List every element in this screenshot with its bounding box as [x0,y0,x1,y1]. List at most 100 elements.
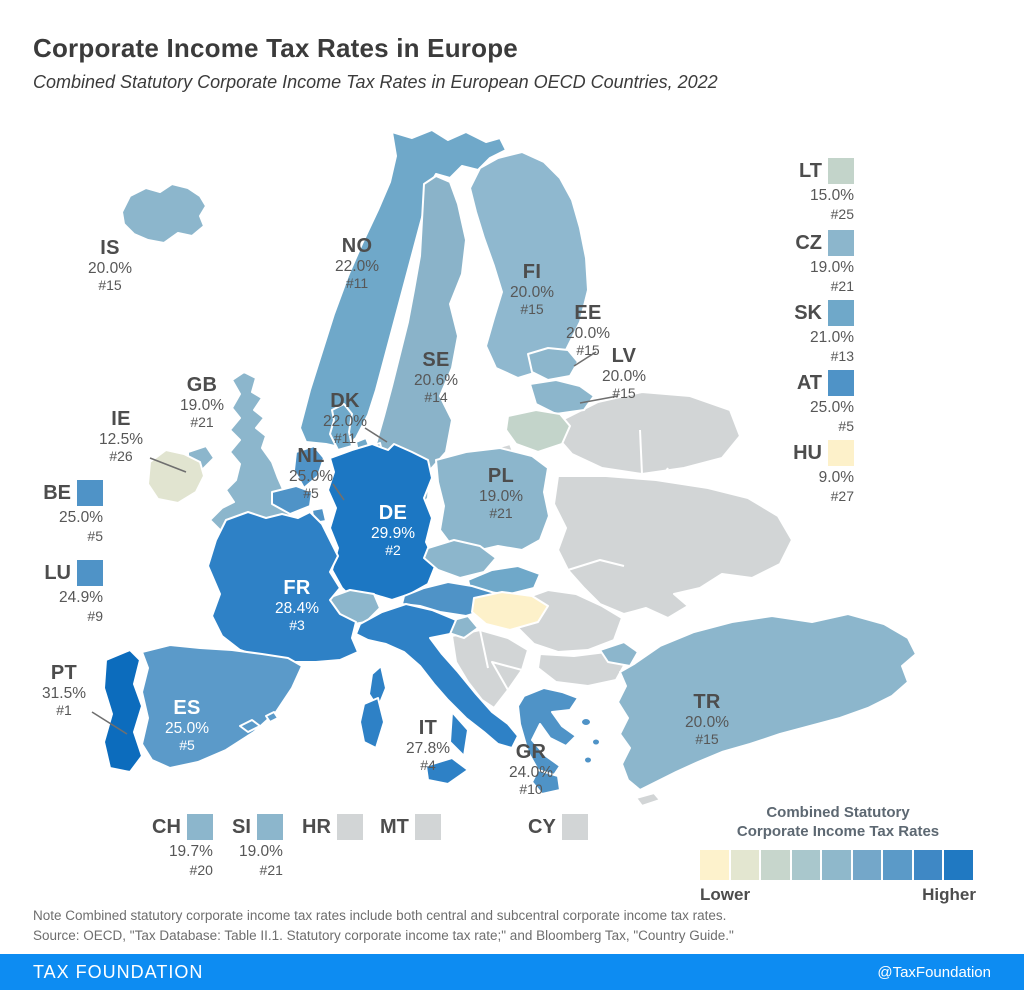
country-rank: #26 [109,448,133,465]
country-region-ukraine-grey [553,475,793,619]
country-rank: #13 [830,348,854,364]
country-code: PT [50,662,78,684]
country-rank: #15 [98,277,122,294]
country-rate: 20.0% [566,325,610,342]
country-code: SE [422,349,450,371]
country-rank: #1 [56,702,72,719]
country-rank: #15 [612,385,636,402]
country-DK [329,403,353,451]
map-label-GR: GR 24.0% #10 [509,742,553,797]
country-rate: 20.0% [88,260,132,277]
country-region-east-grey [557,391,741,475]
side-entry-AT: AT 25.0% #5 [787,370,854,434]
country-code: DK [330,390,360,412]
color-swatch [256,814,283,840]
country-rate: 25.0% [165,720,209,737]
country-code: IS [100,237,120,259]
side-entry-CZ: CZ 19.0% #21 [787,230,854,294]
map-label-IS: IS 20.0% #15 [88,238,132,293]
country-rate: 9.0% [818,469,854,486]
country-code: CZ [795,231,822,254]
country-rate: 20.0% [510,284,554,301]
footnotes: Note Combined statutory corporate income… [33,906,734,945]
country-rank: #11 [345,275,369,292]
country-rank: #5 [179,737,195,754]
legend-swatch-2 [730,849,759,880]
color-swatch [186,814,213,840]
country-rank: #4 [420,757,436,774]
legend: Combined Statutory Corporate Income Tax … [700,804,976,905]
country-rate: 25.0% [810,399,854,416]
country-rate: 19.0% [479,488,523,505]
country-code: NL [297,445,325,467]
country-code: GR [515,741,547,763]
country-code: CH [152,815,181,838]
page-subtitle: Combined Statutory Corporate Income Tax … [33,72,718,92]
country-code: ES [173,697,201,719]
country-code: BE [43,481,71,504]
legend-higher-label: Higher [922,884,976,904]
border-line [479,559,625,691]
country-code: HU [793,441,822,464]
country-TR [617,613,917,791]
country-DE [327,443,437,601]
country-rank: #5 [87,528,103,544]
legend-swatch-3 [761,849,790,880]
map-label-TR: TR 20.0% #15 [685,692,729,747]
country-rate: 21.0% [810,329,854,346]
country-code: MT [380,815,409,838]
country-rank: #14 [424,389,448,406]
pointer-line-IE [149,457,187,473]
twitter-handle[interactable]: @TaxFoundation [877,963,991,981]
country-rate: 19.7% [168,843,213,860]
bottom-entry-HR: HR [302,814,363,840]
country-rate: 22.0% [335,258,379,275]
country-FI [469,151,589,379]
country-rank: #5 [838,418,854,434]
legend-swatch-7 [883,849,912,880]
country-rate: 29.9% [371,525,415,542]
side-entry-HU: HU 9.0% #27 [787,440,854,504]
country-PL [435,447,550,553]
map-label-IT: IT 27.8% #4 [406,718,450,773]
legend-lower-label: Lower [700,884,751,904]
map-label-EE: EE 20.0% #15 [566,303,610,358]
country-rate: 19.0% [238,843,283,860]
country-rank: #21 [190,414,214,431]
country-FR [207,511,359,663]
note-line: Note Combined statutory corporate income… [33,908,727,923]
island-mallorca [239,719,261,733]
country-code: LU [44,561,71,584]
map-label-FI: FI 20.0% #15 [510,262,554,317]
legend-swatch-8 [913,849,942,880]
island-corsica [368,665,387,709]
country-NL [293,445,325,489]
country-IT [355,603,519,749]
country-rank: #2 [385,542,401,559]
country-code: LT [799,159,822,182]
country-rank: #15 [520,301,544,318]
color-swatch [561,814,588,840]
map-label-PT: PT 31.5% #1 [42,663,86,718]
country-BE [271,485,313,515]
country-code: IT [418,717,438,739]
border-line [599,429,669,481]
country-code: HR [302,815,331,838]
side-entry-LT: LT 15.0% #25 [787,158,854,222]
country-rank: #25 [830,206,854,222]
country-code: GB [186,374,218,396]
country-code: DE [378,502,408,524]
pointer-line-LV [579,395,619,404]
country-rank: #21 [830,278,854,294]
pointer-line-PT [91,711,128,735]
country-rank: #15 [576,342,600,359]
map-label-ES: ES 25.0% #5 [165,698,209,753]
country-rate: 22.0% [323,413,367,430]
color-swatch [828,230,854,256]
legend-swatch-9 [944,849,973,880]
island-aegean-1 [580,717,592,727]
bottom-entry-SI: SI 19.0% #21 [232,814,283,878]
country-rank: #3 [289,617,305,634]
